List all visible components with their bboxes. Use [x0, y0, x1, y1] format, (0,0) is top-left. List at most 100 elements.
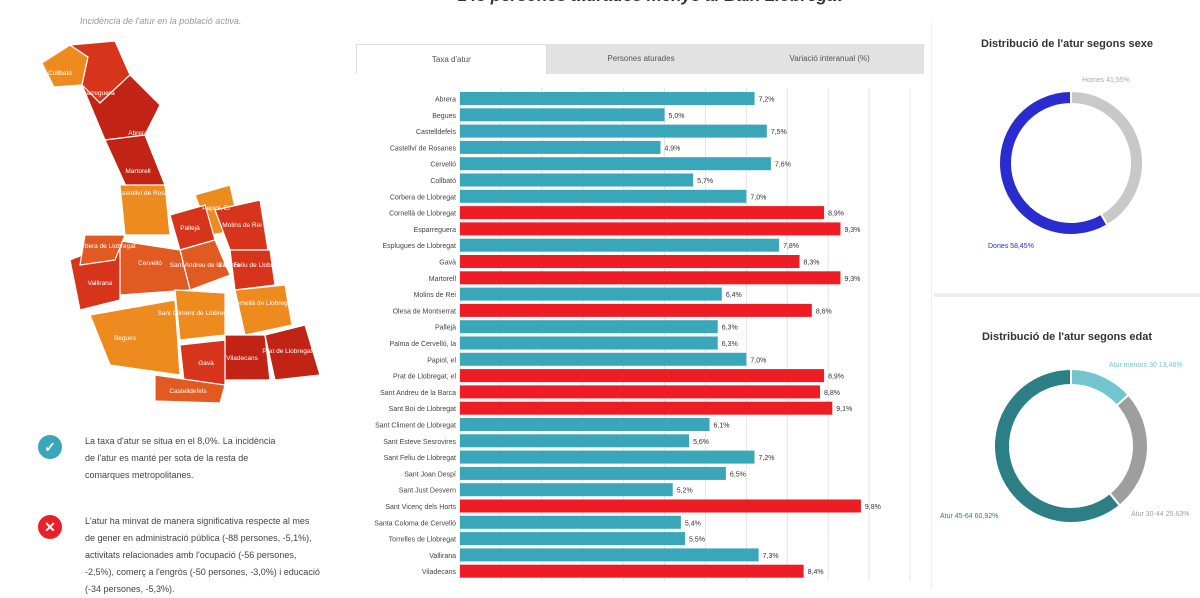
bar-value-label: 5,7%: [697, 178, 713, 185]
bar[interactable]: [460, 450, 755, 464]
donut-slice-label: Homes 41,55%: [1082, 77, 1130, 84]
bar-value-label: 7,5%: [771, 129, 787, 136]
bar-value-label: 7,8%: [783, 243, 799, 250]
map-region-label: Sant Feliu de Llobregat: [218, 262, 285, 269]
bar[interactable]: [460, 287, 722, 301]
bar[interactable]: [460, 564, 804, 578]
category-label: Martorell: [429, 276, 457, 283]
category-label: Sant Vicenç dels Horts: [385, 504, 456, 511]
bar[interactable]: [460, 532, 685, 546]
page-title: 145 persones aturades menys al Baix Llob…: [440, 0, 860, 8]
map-panel: Incidència de l'atur en la població acti…: [0, 0, 350, 594]
bar-value-label: 6,1%: [714, 423, 730, 430]
bar[interactable]: [460, 124, 767, 138]
bar-value-label: 8,8%: [824, 390, 840, 397]
map-region-castellvi[interactable]: [119, 184, 171, 236]
category-label: Viladecans: [422, 569, 457, 576]
map-region-castelldefels[interactable]: [154, 374, 226, 404]
bar-value-label: 9,3%: [844, 276, 860, 283]
category-label: Sant Feliu de Llobregat: [384, 455, 456, 462]
bar-value-label: 5,4%: [685, 520, 701, 527]
note-line: (-34 persones, -5,3%).: [85, 584, 175, 594]
bar[interactable]: [460, 255, 800, 268]
bar[interactable]: [460, 434, 690, 448]
bar[interactable]: [460, 222, 841, 236]
bar[interactable]: [460, 108, 665, 122]
category-label: Prat de Llobregat, el: [393, 374, 456, 381]
map-region-stfeliu[interactable]: [229, 249, 276, 291]
bar[interactable]: [460, 352, 747, 366]
comarca-map: Collbató Esparreguera Abrera Martorell Caste…: [41, 40, 322, 404]
bar[interactable]: [460, 336, 718, 350]
map-region-begues[interactable]: [89, 299, 181, 376]
bar[interactable]: [460, 548, 759, 562]
donut-slice[interactable]: [1108, 393, 1149, 508]
note-line: La taxa d'atur se situa en el 8,0%. La i…: [85, 436, 276, 446]
map-region-corbera[interactable]: [79, 234, 126, 266]
bar[interactable]: [460, 92, 755, 105]
donut-slice-label: Atur 30-44 25,63%: [1131, 511, 1189, 518]
bar[interactable]: [460, 271, 841, 285]
map-region-label: Castellví de Rosanes: [117, 190, 179, 197]
category-label: Torrelles de Llobregat: [389, 537, 456, 544]
bar-value-label: 7,0%: [750, 357, 766, 364]
bar-value-label: 6,3%: [722, 341, 738, 348]
donut-slice[interactable]: [1070, 89, 1144, 227]
bar-chart-panel: Taxa d'atur Persones aturades Variació i…: [356, 44, 924, 589]
bar-value-label: 8,3%: [804, 260, 820, 267]
bar[interactable]: [460, 466, 726, 480]
map-region-cornella[interactable]: [234, 284, 293, 336]
category-label: Pallejà: [435, 325, 456, 332]
bar[interactable]: [460, 483, 673, 497]
category-label: Sant Climent de Llobregat: [375, 423, 456, 430]
donut-panel: Distribució de l'atur segons sexe Homes …: [931, 0, 1200, 589]
bar[interactable]: [460, 238, 780, 252]
bar-value-label: 7,0%: [750, 194, 766, 201]
bar[interactable]: [460, 401, 833, 415]
bar[interactable]: [460, 303, 812, 317]
donut-slice[interactable]: [998, 89, 1109, 236]
bar[interactable]: [460, 320, 718, 334]
bar-value-label: 5,6%: [693, 439, 709, 446]
note-positive: ✓ La taxa d'atur se situa en el 8,0%. La…: [30, 433, 350, 493]
category-label: Begues: [432, 113, 456, 120]
bar[interactable]: [460, 140, 661, 154]
bar-value-label: 7,2%: [759, 455, 775, 462]
divider: [934, 293, 1200, 297]
donut-slice[interactable]: [1070, 367, 1131, 407]
map-region-prat[interactable]: [264, 324, 321, 381]
category-label: Sant Joan Despí: [404, 471, 456, 478]
map-region-gava[interactable]: [179, 339, 226, 391]
bar-value-label: 9,3%: [844, 227, 860, 234]
bar[interactable]: [460, 515, 681, 529]
category-label: Collbató: [430, 178, 456, 185]
tab-bar: Taxa d'atur Persones aturades Variació i…: [356, 44, 924, 74]
map-region-label: Vallirana: [88, 280, 113, 287]
bar[interactable]: [460, 206, 825, 220]
category-label: Santa Coloma de Cervelló: [374, 520, 456, 527]
map-region-label: Viladecans: [226, 355, 258, 362]
map-region-label: Gavà: [198, 360, 214, 367]
age-donut-chart: Atur menors 30 13,46% Atur 30-44 25,63% At…: [940, 362, 1189, 524]
divider: [931, 22, 932, 589]
bar[interactable]: [460, 157, 771, 171]
bar-value-label: 8,4%: [808, 569, 824, 576]
bar[interactable]: [460, 385, 820, 399]
check-icon: ✓: [38, 435, 62, 459]
tab-variacio-interanual[interactable]: Variació interanual (%): [789, 54, 870, 63]
map-subtitle: Incidència de l'atur en la població acti…: [80, 16, 242, 26]
category-label: Molins de Rei: [414, 292, 457, 299]
note-line: L'atur ha minvat de manera significativa…: [85, 516, 310, 526]
note-line: de gener en administració pública (-88 p…: [85, 533, 312, 543]
donut-slice[interactable]: [993, 367, 1122, 524]
bar[interactable]: [460, 369, 825, 383]
tab-taxa-atur[interactable]: Taxa d'atur: [356, 44, 547, 74]
bar[interactable]: [460, 189, 747, 203]
tab-persones-aturades[interactable]: Persones aturades: [607, 54, 675, 63]
bar[interactable]: [460, 418, 710, 431]
category-label: Cornellà de Llobregat: [389, 211, 456, 218]
bar[interactable]: [460, 173, 694, 187]
bar-value-label: 7,6%: [775, 162, 791, 169]
sex-chart-title: Distribució de l'atur segons sexe: [981, 38, 1153, 50]
bar[interactable]: [460, 499, 861, 513]
